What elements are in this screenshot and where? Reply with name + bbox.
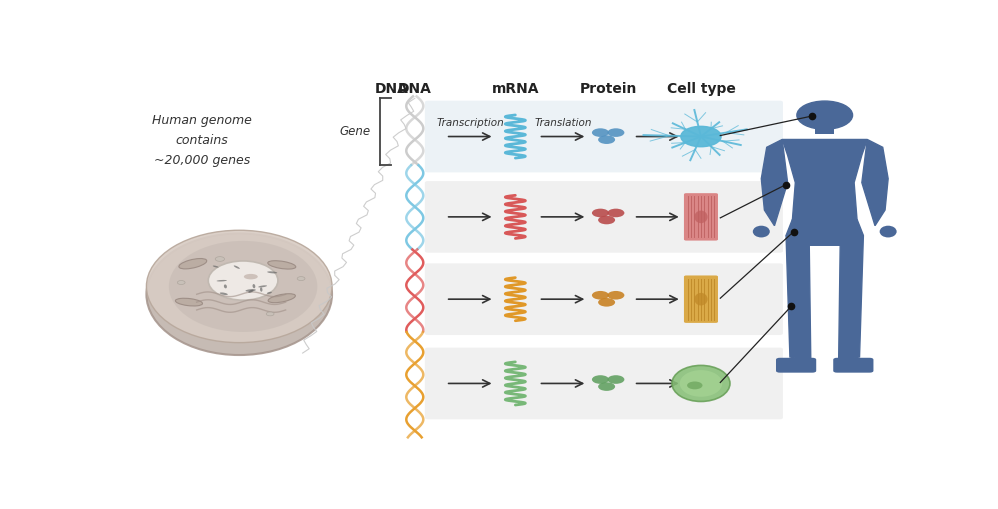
Ellipse shape (695, 211, 708, 223)
Ellipse shape (258, 286, 267, 288)
Ellipse shape (267, 261, 295, 269)
Ellipse shape (680, 370, 723, 397)
Ellipse shape (608, 375, 625, 384)
Ellipse shape (217, 280, 227, 281)
Ellipse shape (608, 128, 625, 137)
Ellipse shape (213, 266, 219, 268)
Ellipse shape (592, 209, 609, 217)
Ellipse shape (176, 298, 203, 306)
Circle shape (681, 126, 722, 147)
Ellipse shape (598, 382, 615, 391)
Ellipse shape (879, 225, 896, 238)
Ellipse shape (147, 234, 332, 355)
Circle shape (178, 280, 185, 285)
Circle shape (216, 257, 225, 261)
Ellipse shape (592, 291, 609, 300)
Text: Transcription: Transcription (436, 118, 504, 128)
FancyBboxPatch shape (425, 263, 783, 335)
Ellipse shape (592, 375, 609, 384)
Ellipse shape (244, 274, 257, 279)
Polygon shape (761, 139, 787, 225)
FancyBboxPatch shape (776, 358, 816, 373)
Ellipse shape (220, 293, 228, 295)
Ellipse shape (234, 265, 240, 269)
Ellipse shape (252, 284, 255, 288)
Polygon shape (862, 139, 888, 225)
Ellipse shape (224, 285, 227, 289)
Ellipse shape (598, 216, 615, 224)
Polygon shape (782, 139, 867, 222)
Ellipse shape (147, 230, 332, 343)
Ellipse shape (598, 135, 615, 144)
Text: Gene: Gene (339, 125, 370, 138)
Text: DNA: DNA (398, 81, 432, 96)
Circle shape (796, 101, 852, 129)
Text: DNA: DNA (374, 81, 408, 96)
Ellipse shape (249, 290, 253, 293)
Ellipse shape (672, 365, 730, 402)
Ellipse shape (608, 291, 625, 300)
Ellipse shape (266, 292, 271, 294)
Ellipse shape (267, 271, 277, 273)
Text: Translation: Translation (534, 118, 592, 128)
Polygon shape (786, 236, 810, 361)
Ellipse shape (608, 209, 625, 217)
Ellipse shape (598, 298, 615, 306)
FancyBboxPatch shape (833, 358, 873, 373)
Ellipse shape (169, 241, 317, 332)
Ellipse shape (179, 259, 207, 269)
FancyBboxPatch shape (815, 121, 834, 133)
Circle shape (297, 277, 305, 280)
Circle shape (266, 312, 274, 316)
FancyBboxPatch shape (425, 181, 783, 253)
Polygon shape (786, 220, 863, 245)
Text: mRNA: mRNA (492, 81, 539, 96)
Ellipse shape (752, 225, 769, 238)
Ellipse shape (695, 293, 708, 305)
FancyBboxPatch shape (684, 193, 718, 241)
FancyBboxPatch shape (425, 101, 783, 173)
Ellipse shape (209, 261, 277, 300)
Polygon shape (838, 236, 863, 361)
Text: Protein: Protein (580, 81, 637, 96)
Ellipse shape (268, 294, 295, 303)
FancyBboxPatch shape (425, 348, 783, 419)
Text: Cell type: Cell type (667, 81, 736, 96)
Text: Human genome
contains
~20,000 genes: Human genome contains ~20,000 genes (152, 114, 252, 167)
Ellipse shape (260, 287, 262, 292)
Circle shape (687, 381, 703, 389)
Ellipse shape (592, 128, 609, 137)
Ellipse shape (246, 289, 255, 292)
FancyBboxPatch shape (684, 275, 718, 323)
